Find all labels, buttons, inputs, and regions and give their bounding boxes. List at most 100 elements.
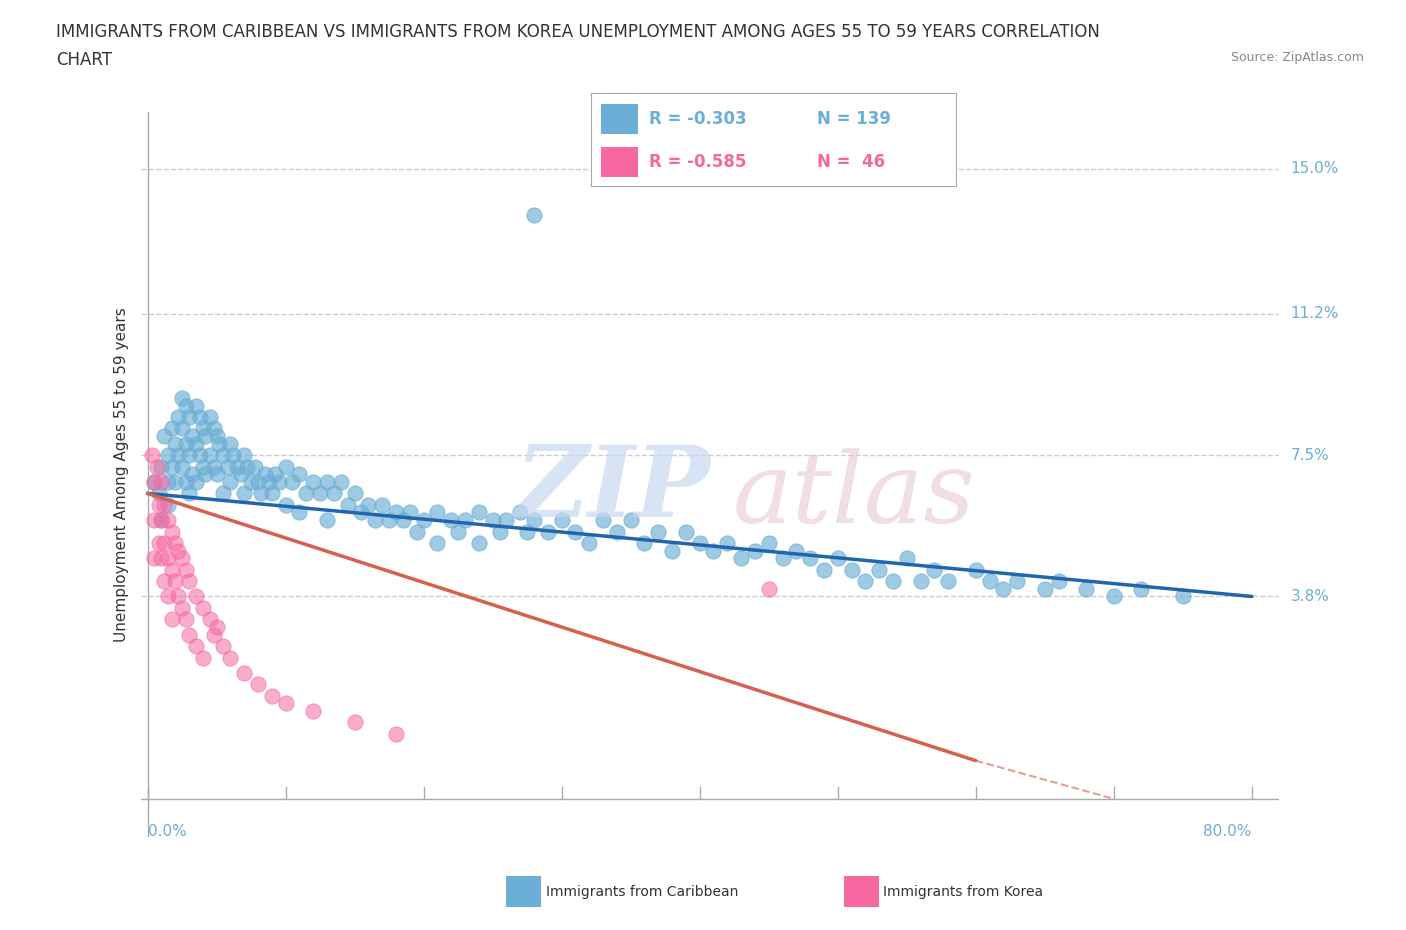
Point: [191, 650, 214, 665]
Point: [167, 409, 190, 424]
Point: [153, 498, 176, 512]
Point: [219, 474, 242, 489]
Point: [758, 536, 780, 551]
Point: [184, 436, 207, 451]
Point: [378, 512, 401, 527]
Point: [198, 612, 221, 627]
Point: [194, 429, 217, 444]
Point: [426, 505, 449, 520]
Point: [170, 551, 193, 565]
Point: [157, 474, 180, 489]
Point: [217, 459, 239, 474]
Point: [689, 536, 711, 551]
Point: [177, 486, 200, 501]
Point: [212, 447, 235, 462]
Point: [910, 574, 932, 589]
Point: [177, 627, 200, 642]
Point: [647, 525, 669, 539]
Point: [392, 512, 415, 527]
Point: [841, 563, 863, 578]
Point: [194, 467, 217, 482]
Point: [205, 429, 228, 444]
Point: [233, 486, 256, 501]
Point: [853, 574, 876, 589]
Point: [343, 715, 366, 730]
Point: [274, 498, 297, 512]
Point: [188, 447, 211, 462]
Point: [146, 459, 169, 474]
Point: [523, 207, 546, 222]
Point: [488, 525, 510, 539]
Point: [329, 474, 352, 489]
Point: [385, 726, 408, 741]
Point: [236, 459, 259, 474]
Point: [219, 650, 242, 665]
Point: [454, 512, 477, 527]
Text: ZIP: ZIP: [515, 441, 710, 537]
Text: N = 139: N = 139: [817, 110, 891, 128]
Point: [157, 551, 180, 565]
Point: [231, 467, 253, 482]
Point: [153, 429, 176, 444]
Point: [827, 551, 849, 565]
Point: [398, 505, 420, 520]
Point: [523, 512, 546, 527]
Point: [233, 447, 256, 462]
Point: [257, 474, 280, 489]
Point: [979, 574, 1001, 589]
Point: [157, 498, 180, 512]
Point: [813, 563, 835, 578]
Point: [162, 459, 184, 474]
Point: [302, 704, 325, 719]
Text: 3.8%: 3.8%: [1291, 589, 1330, 604]
Point: [205, 619, 228, 634]
Point: [177, 574, 200, 589]
Point: [675, 525, 697, 539]
Point: [364, 512, 387, 527]
Point: [481, 512, 503, 527]
Text: CHART: CHART: [56, 51, 112, 69]
Point: [882, 574, 904, 589]
Point: [550, 512, 572, 527]
Point: [162, 563, 184, 578]
Point: [150, 512, 173, 527]
Point: [564, 525, 586, 539]
Point: [316, 474, 339, 489]
Point: [162, 421, 184, 436]
Point: [165, 436, 187, 451]
Point: [274, 696, 297, 711]
Point: [174, 398, 197, 413]
Text: 7.5%: 7.5%: [1291, 447, 1329, 463]
Point: [772, 551, 794, 565]
Bar: [602, 147, 638, 177]
Point: [288, 505, 311, 520]
Text: IMMIGRANTS FROM CARIBBEAN VS IMMIGRANTS FROM KOREA UNEMPLOYMENT AMONG AGES 55 TO: IMMIGRANTS FROM CARIBBEAN VS IMMIGRANTS …: [56, 23, 1099, 41]
Point: [495, 512, 517, 527]
Point: [148, 536, 170, 551]
Point: [868, 563, 890, 578]
Point: [516, 525, 538, 539]
Point: [157, 447, 180, 462]
Point: [191, 601, 214, 616]
Point: [143, 512, 166, 527]
Point: [412, 512, 434, 527]
Point: [350, 505, 373, 520]
Point: [620, 512, 643, 527]
Point: [150, 459, 173, 474]
Point: [702, 543, 724, 558]
Point: [202, 421, 225, 436]
Point: [184, 398, 207, 413]
Point: [1047, 574, 1070, 589]
Text: 15.0%: 15.0%: [1291, 162, 1339, 177]
Point: [295, 486, 318, 501]
Point: [188, 409, 211, 424]
Point: [150, 512, 173, 527]
Text: R = -0.303: R = -0.303: [650, 110, 747, 128]
Point: [1130, 581, 1153, 596]
Point: [468, 536, 491, 551]
Point: [165, 574, 187, 589]
Text: N =  46: N = 46: [817, 153, 886, 171]
Text: 80.0%: 80.0%: [1204, 824, 1251, 839]
Point: [249, 486, 271, 501]
Point: [260, 486, 283, 501]
